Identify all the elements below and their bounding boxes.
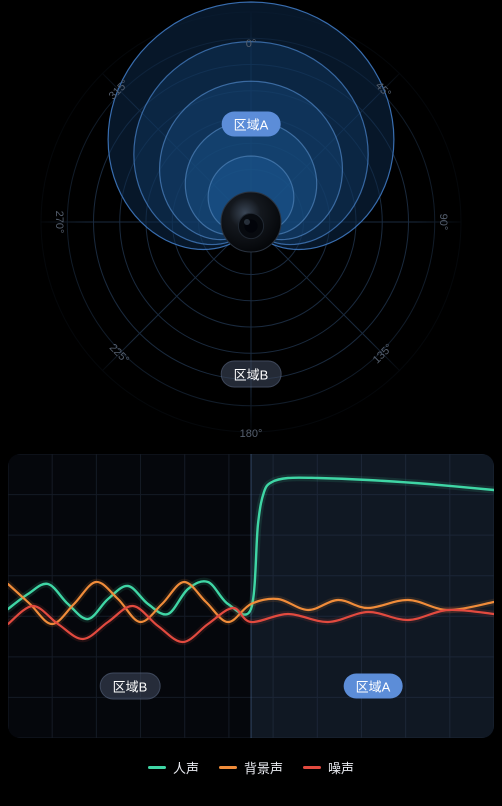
polar-diagram: 0°45°90°135°180°225°270°315° 区域A区域B (0, 0, 502, 440)
legend-swatch (303, 766, 321, 769)
zone-badge-zone_b: 区域B (221, 361, 282, 388)
legend-item-noise: 噪声 (303, 758, 354, 777)
legend-label: 人声 (173, 758, 199, 777)
legend-swatch (219, 766, 237, 769)
angle-label: 0° (246, 38, 257, 50)
legend-label: 背景声 (244, 758, 283, 777)
angle-label: 180° (240, 428, 263, 440)
zone-badge-zone_a: 区域A (222, 112, 281, 137)
legend-item-voice: 人声 (148, 758, 199, 777)
angle-label: 270° (53, 211, 65, 234)
legend-swatch (148, 766, 166, 769)
angle-label: 90° (437, 214, 449, 231)
wave-zone-badge-zone_a: 区域A (344, 674, 403, 699)
legend-item-background: 背景声 (219, 758, 283, 777)
waveform-svg (8, 454, 494, 738)
legend: 人声 背景声 噪声 (0, 758, 502, 777)
legend-label: 噪声 (328, 758, 354, 777)
waveform-panel: 区域B 区域A (8, 454, 494, 738)
wave-zone-badge-zone_b: 区域B (100, 673, 161, 700)
